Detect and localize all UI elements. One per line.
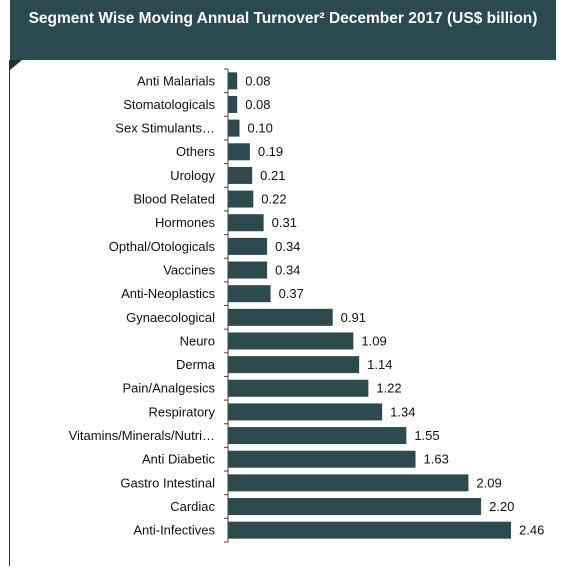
value-label: 0.34 <box>275 262 300 277</box>
value-label: 0.91 <box>341 310 366 325</box>
bar <box>228 261 268 279</box>
value-label: 0.19 <box>258 144 283 159</box>
value-label: 1.14 <box>367 357 392 372</box>
category-label: Blood Related <box>133 192 215 207</box>
bar <box>228 521 511 539</box>
category-label: Vaccines <box>163 262 215 277</box>
bar <box>228 450 416 468</box>
category-label: Anti Diabetic <box>142 452 215 467</box>
category-label: Stomatologicals <box>123 97 215 112</box>
category-label: Anti-Infectives <box>133 523 215 538</box>
category-label: Hormones <box>155 215 215 230</box>
bar <box>228 237 268 255</box>
value-label: 0.21 <box>260 168 285 183</box>
category-label: Anti Malarials <box>137 73 216 88</box>
value-label: 0.37 <box>279 286 304 301</box>
category-label: Pain/Analgesics <box>123 381 216 396</box>
bar <box>228 332 354 350</box>
bar <box>228 379 369 397</box>
value-label: 0.31 <box>272 215 297 230</box>
category-label: Neuro <box>180 333 215 348</box>
bar <box>228 474 469 492</box>
value-label: 0.22 <box>261 192 286 207</box>
bar <box>228 190 254 208</box>
category-label: Cardiac <box>170 499 215 514</box>
category-label: Respiratory <box>149 404 216 419</box>
bar <box>228 119 240 137</box>
category-label: Derma <box>176 357 216 372</box>
bar <box>228 427 407 445</box>
category-label: Sex Stimulants… <box>115 121 215 136</box>
value-label: 1.63 <box>424 452 449 467</box>
bar <box>228 95 238 113</box>
category-label: Anti-Neoplastics <box>121 286 215 301</box>
value-label: 0.10 <box>248 121 273 136</box>
bar <box>228 214 264 232</box>
category-label: Vitamins/Minerals/Nutri… <box>69 428 215 443</box>
category-label: Opthal/Otologicals <box>109 239 216 254</box>
value-label: 1.22 <box>376 381 401 396</box>
value-label: 0.08 <box>245 97 270 112</box>
bar <box>228 498 482 516</box>
bar <box>228 356 360 374</box>
bar <box>228 166 253 184</box>
value-label: 1.34 <box>390 404 415 419</box>
value-label: 1.55 <box>414 428 439 443</box>
bar <box>228 72 238 90</box>
header-fold <box>10 60 22 70</box>
value-label: 1.09 <box>361 333 386 348</box>
value-label: 0.08 <box>245 73 270 88</box>
bar <box>228 285 271 303</box>
value-label: 2.09 <box>476 475 501 490</box>
category-label: Urology <box>170 168 215 183</box>
category-label: Others <box>176 144 216 159</box>
bar <box>228 143 250 161</box>
value-label: 2.46 <box>519 523 544 538</box>
bar <box>228 403 383 421</box>
bar <box>228 308 333 326</box>
value-label: 2.20 <box>489 499 514 514</box>
value-label: 0.34 <box>275 239 300 254</box>
category-label: Gastro Intestinal <box>120 475 215 490</box>
chart-title: Segment Wise Moving Annual Turnover² Dec… <box>10 0 556 60</box>
category-label: Gynaecological <box>126 310 215 325</box>
